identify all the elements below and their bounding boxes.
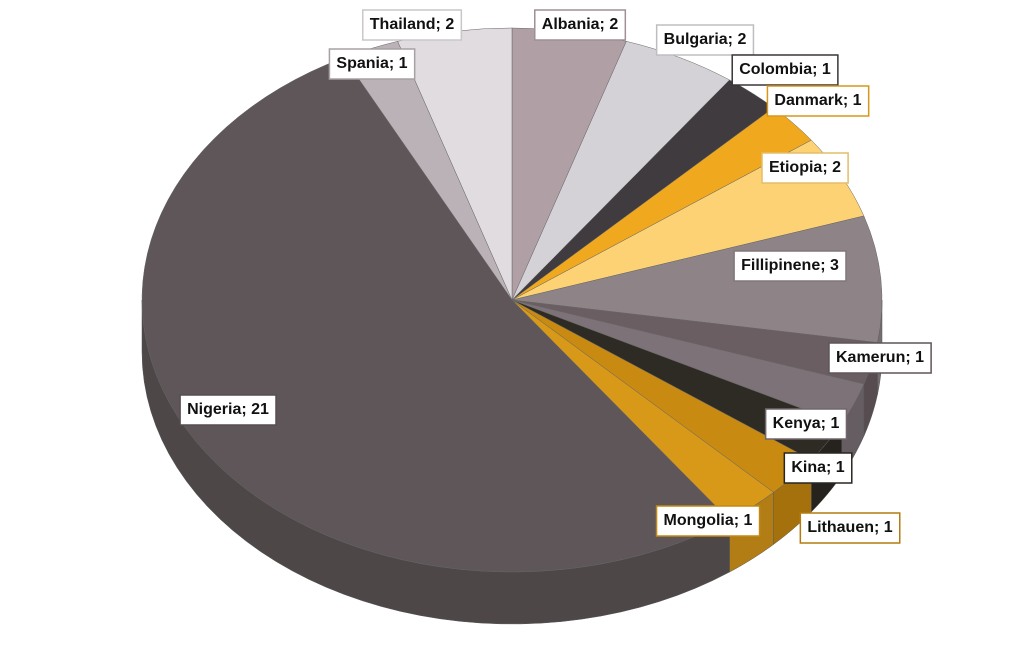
data-label: Fillipinene; 3 [741, 257, 839, 274]
data-label: Kina; 1 [791, 459, 844, 476]
slice: Fillipinene [511, 215, 883, 343]
data-label: Kamerun; 1 [836, 349, 924, 366]
label-box [328, 48, 416, 80]
data-label: Albania; 2 [542, 16, 619, 33]
data-label: Kenya; 1 [773, 415, 840, 432]
label-box [655, 505, 761, 537]
label-box [362, 9, 463, 41]
label-box [766, 85, 870, 117]
label-box [534, 9, 627, 41]
label-box [799, 512, 901, 544]
label-box [733, 250, 847, 282]
data-label: Thailand; 2 [370, 16, 455, 33]
data-label: Lithauen; 1 [807, 519, 892, 536]
data-label: Mongolia; 1 [664, 512, 753, 529]
label-box [731, 54, 839, 86]
slice: Nigeria [141, 57, 730, 573]
data-label: Bulgaria; 2 [664, 31, 747, 48]
data-label: Etiopia; 2 [769, 159, 841, 176]
data-label: Nigeria; 21 [187, 401, 269, 418]
label-box [179, 394, 277, 426]
data-label: Colombia; 1 [739, 61, 831, 78]
label-box [655, 24, 755, 56]
label-box [783, 452, 853, 484]
data-label: Spania; 1 [336, 55, 407, 72]
label-box [764, 408, 848, 440]
label-box [761, 152, 849, 184]
data-label: Danmark; 1 [774, 92, 861, 109]
label-box [828, 342, 932, 374]
